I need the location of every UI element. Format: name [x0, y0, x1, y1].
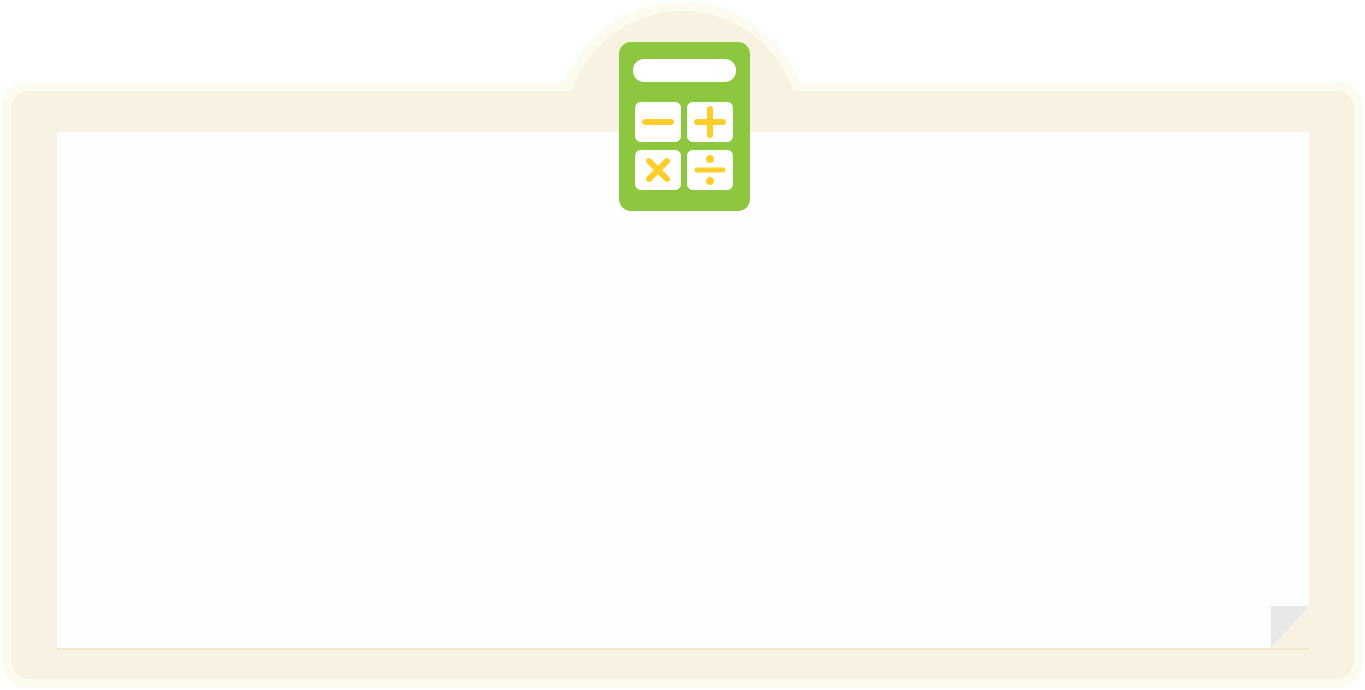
- calculator-display: [633, 59, 736, 82]
- multiply-icon: [646, 158, 670, 182]
- plus-icon: [694, 106, 726, 138]
- multiply-key: [635, 150, 681, 190]
- divide-icon: [694, 155, 726, 185]
- paper-sheet: [57, 132, 1309, 648]
- divide-key: [687, 150, 733, 190]
- calculator-icon: [619, 42, 750, 211]
- minus-key: [635, 102, 681, 142]
- plus-key: [687, 102, 733, 142]
- page-curl-icon: [1271, 606, 1309, 648]
